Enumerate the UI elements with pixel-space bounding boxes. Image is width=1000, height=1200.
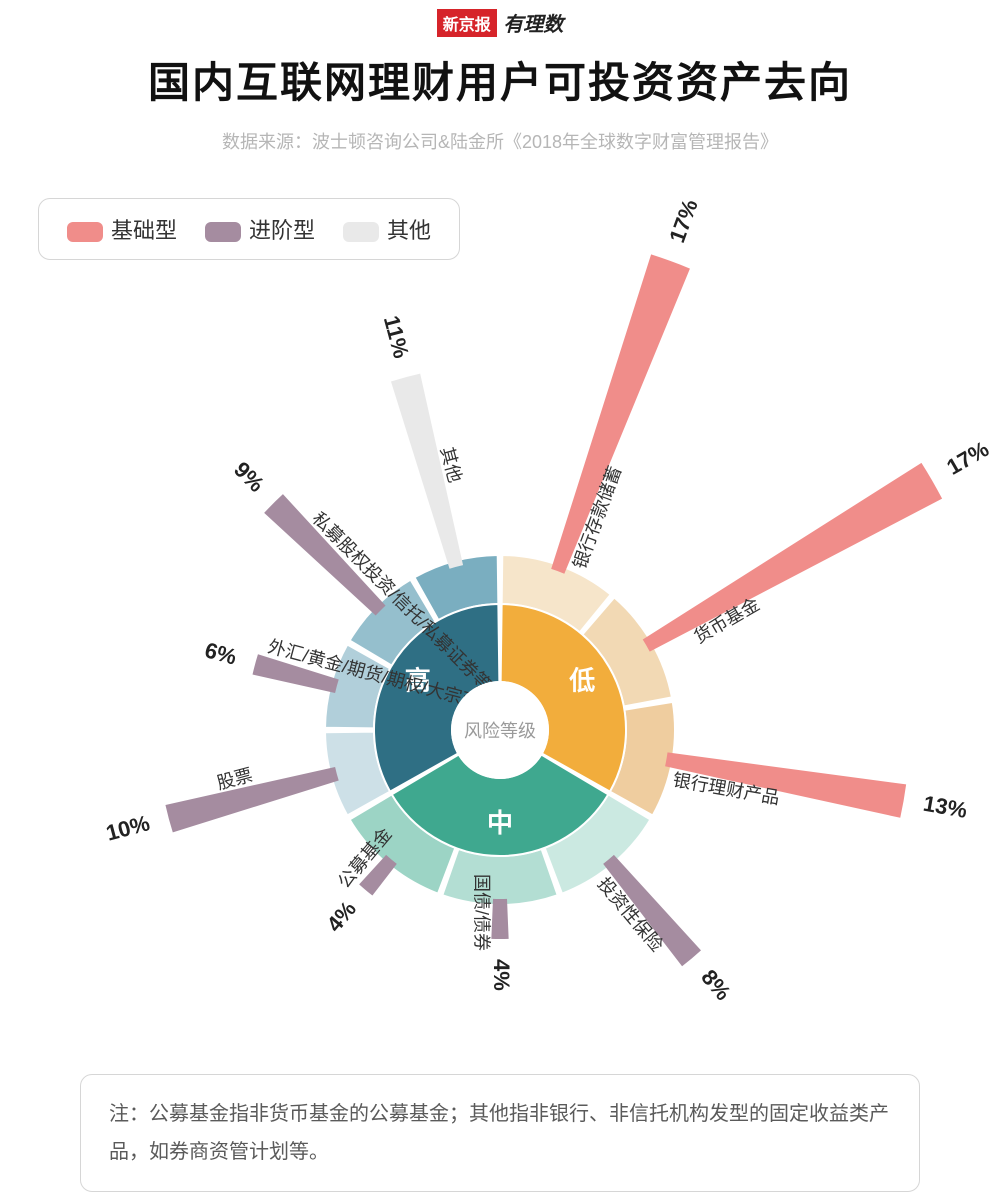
logo-badge: 新京报 xyxy=(437,9,497,37)
footnote: 注：公募基金指非货币基金的公募基金；其他指非银行、非信托机构发型的固定收益类产品… xyxy=(80,1074,920,1192)
svg-text:4%: 4% xyxy=(489,959,514,991)
svg-text:国债/债券: 国债/债券 xyxy=(471,874,491,951)
svg-text:11%: 11% xyxy=(379,313,414,361)
svg-text:13%: 13% xyxy=(921,791,969,823)
svg-text:8%: 8% xyxy=(696,965,736,1005)
brand-logo: 新京报 有理数 xyxy=(0,0,1000,37)
radial-chart: 低17%银行存款储蓄17%货币基金13%银行理财产品中8%投资性保险4%国债/债… xyxy=(0,170,1000,1070)
svg-text:低: 低 xyxy=(568,665,595,695)
svg-text:17%: 17% xyxy=(664,196,703,246)
page-title: 国内互联网理财用户可投资资产去向 xyxy=(0,49,1000,110)
svg-text:9%: 9% xyxy=(229,457,269,497)
svg-text:6%: 6% xyxy=(202,637,239,669)
logo-script: 有理数 xyxy=(503,8,563,37)
svg-text:中: 中 xyxy=(487,808,513,838)
svg-text:风险等级: 风险等级 xyxy=(464,721,536,741)
data-source: 数据来源：波士顿咨询公司&陆金所《2018年全球数字财富管理报告》 xyxy=(0,128,1000,154)
svg-text:10%: 10% xyxy=(103,810,152,846)
svg-text:17%: 17% xyxy=(942,436,993,480)
svg-text:4%: 4% xyxy=(321,896,361,936)
